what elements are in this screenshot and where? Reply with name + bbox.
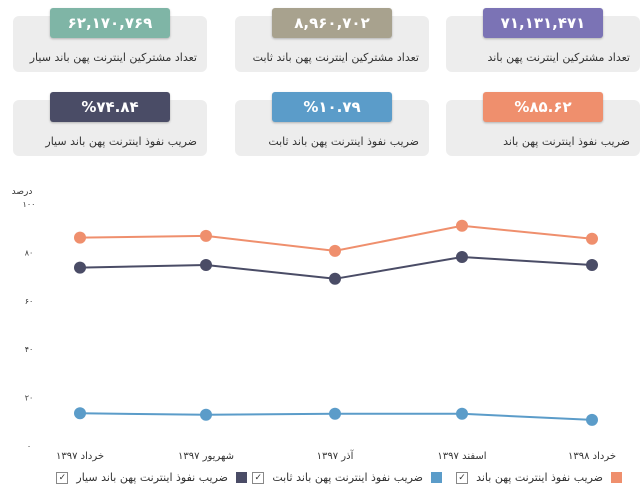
- stat-value: ۸,۹۶۰,۷۰۲: [272, 8, 392, 38]
- stat-label: تعداد مشترکین اینترنت پهن باند: [487, 51, 630, 64]
- series-points: [74, 219, 598, 426]
- x-axis-ticks: خرداد ۱۳۹۷ شهریور ۱۳۹۷ آذر ۱۳۹۷ اسفند ۱۳۹۷ خ…: [56, 449, 616, 462]
- stat-value: ۶۲,۱۷۰,۷۶۹: [50, 8, 170, 38]
- data-point[interactable]: [200, 229, 212, 242]
- data-point[interactable]: [456, 407, 468, 420]
- y-tick-label: ۱۰۰: [23, 200, 36, 209]
- legend-checkbox[interactable]: ✓: [252, 471, 265, 484]
- y-axis-ticks: ۰ ۲۰ ۴۰ ۶۰ ۸۰ ۱۰۰: [23, 200, 36, 451]
- legend-label: ضریب نفوذ اینترنت پهن باند: [476, 471, 603, 484]
- data-point[interactable]: [586, 413, 598, 426]
- data-point[interactable]: [329, 244, 341, 257]
- data-point[interactable]: [74, 231, 86, 244]
- stat-card-mobile-broadband-subscribers: ۶۲,۱۷۰,۷۶۹ تعداد مشترکین اینترنت پهن بان…: [13, 8, 207, 72]
- data-point[interactable]: [329, 272, 341, 285]
- legend-swatch: [431, 472, 442, 483]
- legend-label: ضریب نفوذ اینترنت پهن باند ثابت: [272, 471, 423, 484]
- data-point[interactable]: [586, 259, 598, 271]
- data-point[interactable]: [74, 261, 86, 274]
- y-tick-label: ۲۰: [25, 394, 34, 403]
- legend-item-fixed-broadband[interactable]: ضریب نفوذ اینترنت پهن باند ثابت ✓: [252, 471, 442, 484]
- stat-label: ضریب نفوذ اینترنت پهن باند سیار: [45, 135, 197, 148]
- stat-card-fixed-broadband-penetration: %۱۰.۷۹ ضریب نفوذ اینترنت پهن باند ثابت: [235, 92, 429, 156]
- stat-card-broadband-penetration: %۸۵.۶۲ ضریب نفوذ اینترنت پهن باند: [446, 92, 640, 156]
- x-tick-label: آذر ۱۳۹۷: [317, 449, 355, 462]
- stat-card-fixed-broadband-subscribers: ۸,۹۶۰,۷۰۲ تعداد مشترکین اینترنت پهن باند…: [235, 8, 429, 72]
- data-point[interactable]: [456, 219, 468, 232]
- stat-value: %۱۰.۷۹: [272, 92, 392, 122]
- penetration-line-chart: درصد ۰ ۲۰ ۴۰ ۶۰ ۸۰ ۱۰۰ خرداد ۱۳۹۷ شهریور ۱۳۹۷ آ…: [12, 187, 616, 462]
- data-point[interactable]: [586, 232, 598, 245]
- legend-item-broadband[interactable]: ضریب نفوذ اینترنت پهن باند ✓: [456, 471, 622, 484]
- stat-value: ۷۱,۱۳۱,۴۷۱: [483, 8, 603, 38]
- x-tick-label: خرداد ۱۳۹۸: [568, 451, 616, 462]
- legend-checkbox[interactable]: ✓: [56, 471, 69, 484]
- y-tick-label: ۶۰: [25, 297, 34, 306]
- y-axis-title: درصد: [12, 187, 33, 197]
- legend-label: ضریب نفوذ اینترنت پهن باند سیار: [76, 471, 228, 484]
- x-tick-label: اسفند ۱۳۹۷: [437, 451, 486, 462]
- chart-legend: ضریب نفوذ اینترنت پهن باند ✓ ضریب نفوذ ا…: [0, 465, 640, 493]
- data-point[interactable]: [200, 259, 212, 271]
- y-tick-label: ۰: [27, 442, 31, 451]
- stat-label: تعداد مشترکین اینترنت پهن باند سیار: [29, 51, 197, 64]
- x-tick-label: شهریور ۱۳۹۷: [178, 451, 234, 462]
- data-point[interactable]: [74, 407, 86, 420]
- legend-swatch: [236, 472, 247, 483]
- data-point[interactable]: [456, 251, 468, 263]
- stat-label: ضریب نفوذ اینترنت پهن باند ثابت: [268, 135, 419, 148]
- stat-label: ضریب نفوذ اینترنت پهن باند: [503, 135, 630, 148]
- legend-item-mobile-broadband[interactable]: ضریب نفوذ اینترنت پهن باند سیار ✓: [56, 471, 247, 484]
- y-tick-label: ۸۰: [25, 248, 34, 257]
- legend-checkbox[interactable]: ✓: [456, 471, 469, 484]
- x-tick-label: خرداد ۱۳۹۷: [56, 451, 104, 462]
- data-point[interactable]: [329, 407, 341, 420]
- stat-value: %۷۴.۸۴: [50, 92, 170, 122]
- y-tick-label: ۴۰: [25, 345, 34, 354]
- data-point[interactable]: [200, 408, 212, 421]
- legend-swatch: [611, 472, 622, 483]
- stat-card-mobile-broadband-penetration: %۷۴.۸۴ ضریب نفوذ اینترنت پهن باند سیار: [13, 92, 207, 156]
- stat-label: تعداد مشترکین اینترنت پهن باند ثابت: [252, 51, 419, 64]
- stat-card-broadband-subscribers: ۷۱,۱۳۱,۴۷۱ تعداد مشترکین اینترنت پهن بان…: [446, 8, 640, 72]
- stat-value: %۸۵.۶۲: [483, 92, 603, 122]
